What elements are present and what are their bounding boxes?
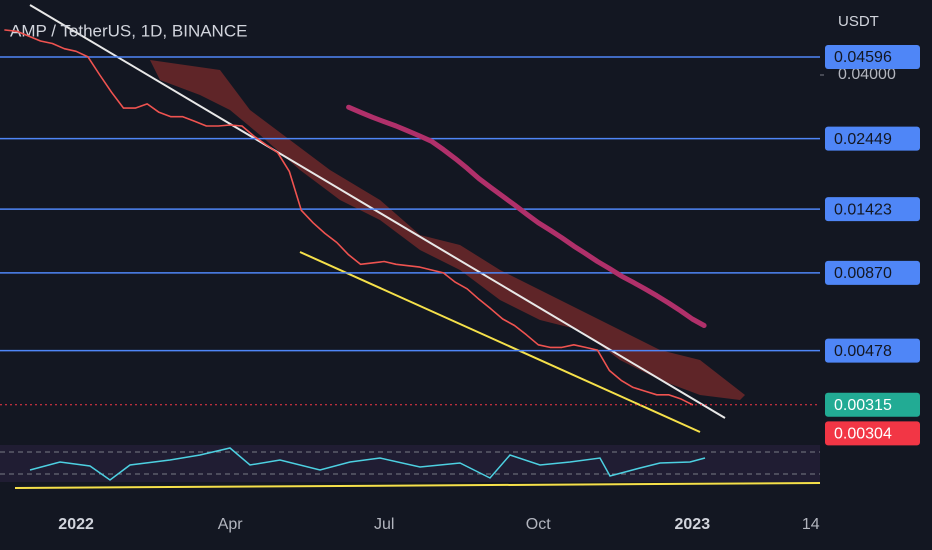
level-label-box [825,44,920,69]
level-label-box [825,260,920,285]
rsi-band [0,445,820,482]
rsi-trend-line [14,482,821,489]
level-label: 0.00870 [834,265,892,282]
level-label: 0.00478 [834,343,892,360]
series-line [346,104,707,328]
ichimoku-cloud [150,60,745,400]
price-label-box [825,392,920,417]
level-label-box [825,197,920,222]
x-tick-label: 14 [802,516,820,533]
y-tick-label: 0.04000 [838,66,896,83]
trend-line [299,251,701,433]
chart-title: AMP / TetherUS, 1D, BINANCE [10,21,247,40]
x-tick-label: Oct [526,516,551,533]
level-label: 0.01423 [834,201,892,218]
x-tick-label: 2022 [58,516,94,533]
currency-label: USDT [838,13,879,30]
x-tick-label: Apr [218,516,244,533]
price-label: 0.00304 [834,426,892,443]
level-label-box [825,126,920,151]
x-tick-label: Jul [374,516,394,533]
series-line [4,29,694,406]
x-tick-label: 2023 [675,516,711,533]
level-label: 0.04596 [834,49,892,66]
rsi-line [29,447,706,481]
level-label-box [825,338,920,363]
price-label: 0.00315 [834,397,892,414]
price-label-box [825,421,920,446]
trend-line [29,4,726,419]
level-label: 0.02449 [834,131,892,148]
